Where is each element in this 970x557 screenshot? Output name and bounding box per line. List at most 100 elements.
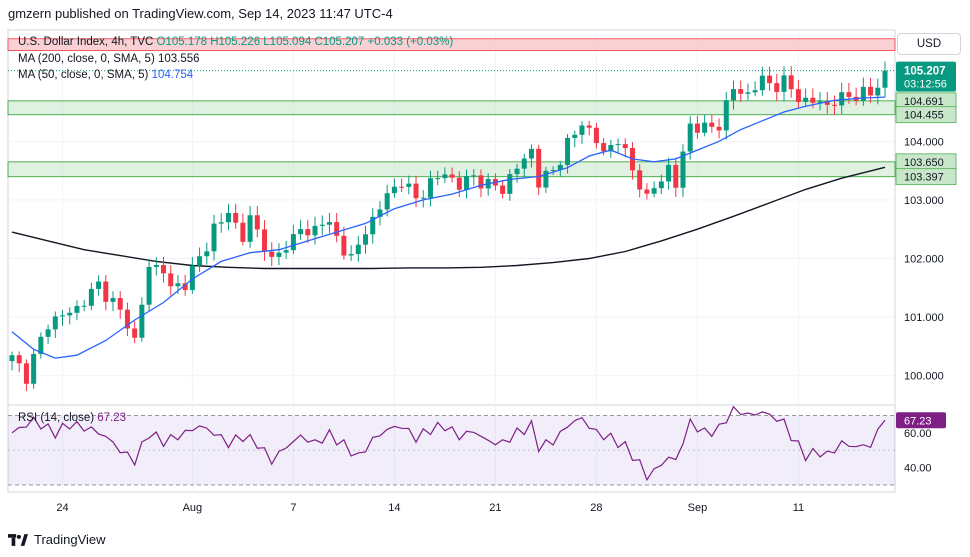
candle-body bbox=[45, 329, 51, 337]
candle-body bbox=[355, 244, 361, 255]
candle-body bbox=[738, 89, 744, 94]
candle-body bbox=[189, 265, 195, 291]
rsi-value: 67.23 bbox=[97, 412, 127, 424]
candle-body bbox=[745, 92, 751, 94]
zones bbox=[7, 38, 896, 178]
candle-body bbox=[233, 213, 239, 223]
level-tag-label: 103.397 bbox=[904, 172, 944, 184]
candle-body bbox=[305, 229, 311, 236]
candle-body bbox=[586, 125, 592, 128]
legend-ma50-row[interactable]: MA (50, close, 0, SMA, 5) 104.754 bbox=[18, 69, 193, 81]
price-tags: 104.691 104.455 103.650 103.397 105.20703:12… bbox=[895, 61, 957, 429]
candle-body bbox=[9, 355, 15, 362]
ma50-line bbox=[11, 96, 886, 359]
price-tick-label: 100.000 bbox=[904, 371, 944, 383]
currency-button[interactable]: USD bbox=[897, 33, 961, 55]
rsi-panel bbox=[8, 405, 895, 486]
candle-body bbox=[442, 174, 448, 179]
support-zone bbox=[7, 161, 896, 178]
countdown-label: 03:12:56 bbox=[904, 79, 947, 91]
candle-body bbox=[860, 86, 866, 101]
axes: 104.000 103.000 102.000 101.000 100.000 60.00… bbox=[56, 136, 943, 514]
candle-body bbox=[723, 100, 729, 131]
level-tag-bg bbox=[895, 168, 957, 186]
candle-body bbox=[521, 158, 527, 169]
level-tag-label: 104.691 bbox=[904, 96, 944, 108]
candle-body bbox=[449, 174, 455, 178]
candle-body bbox=[391, 186, 397, 194]
symbol-title[interactable]: U.S. Dollar Index, 4h, TVC bbox=[18, 36, 154, 48]
candle-body bbox=[60, 315, 66, 317]
candle-body bbox=[572, 134, 578, 138]
candle-body bbox=[117, 298, 123, 310]
candle-body bbox=[435, 178, 441, 180]
candle-body bbox=[687, 123, 693, 152]
candle-body bbox=[781, 75, 787, 92]
legend-title-row: U.S. Dollar Index, 4h, TVC O105.178 H105… bbox=[18, 36, 453, 48]
candle-body bbox=[363, 234, 369, 245]
candle-body bbox=[197, 256, 203, 266]
price-tick-label: 102.000 bbox=[904, 254, 944, 266]
candle-body bbox=[146, 266, 152, 305]
candle-body bbox=[846, 92, 852, 97]
candle-body bbox=[464, 176, 470, 190]
candle-body bbox=[168, 273, 174, 287]
candle-body bbox=[543, 170, 549, 188]
candle-body bbox=[875, 87, 881, 96]
ohlc-values: O105.178 H105.226 L105.094 C105.207 +0.0… bbox=[156, 36, 454, 48]
candle-body bbox=[500, 185, 506, 194]
candle-body bbox=[124, 309, 130, 329]
candle-body bbox=[88, 288, 94, 306]
candle-body bbox=[593, 127, 599, 144]
rsi-line bbox=[11, 405, 886, 482]
price-tick-label: 103.000 bbox=[904, 195, 944, 207]
level-tag-label: 103.650 bbox=[904, 157, 944, 169]
candle-body bbox=[23, 363, 29, 384]
level-tag-bg bbox=[895, 106, 957, 124]
candle-body bbox=[824, 101, 830, 105]
ma50-value: 104.754 bbox=[151, 69, 194, 81]
candle-body bbox=[31, 353, 37, 384]
tradingview-logo-icon bbox=[8, 533, 28, 546]
last-price-tag-bg bbox=[896, 61, 956, 92]
ma200-value: 103.556 bbox=[157, 53, 200, 65]
ma200-line bbox=[11, 166, 886, 270]
candle-body bbox=[702, 122, 708, 133]
candle-body bbox=[298, 229, 304, 235]
candle-body bbox=[803, 97, 809, 102]
footer-brand[interactable]: TradingView bbox=[8, 532, 106, 547]
candle-body bbox=[666, 164, 672, 182]
candle-body bbox=[420, 197, 426, 199]
candle-body bbox=[225, 213, 231, 223]
price-tick-label: 101.000 bbox=[904, 312, 944, 324]
candle-body bbox=[514, 168, 520, 175]
candle-body bbox=[622, 144, 628, 149]
candle-body bbox=[341, 235, 347, 256]
candle-body bbox=[759, 75, 765, 91]
level-tag-label: 104.455 bbox=[904, 110, 944, 122]
publisher-header: gmzern published on TradingView.com, Sep… bbox=[8, 6, 393, 21]
candle-body bbox=[326, 222, 332, 225]
candle-body bbox=[868, 86, 874, 96]
candle-body bbox=[716, 126, 722, 131]
candle-body bbox=[615, 144, 621, 146]
candle-body bbox=[370, 216, 376, 235]
legend-rsi-row[interactable]: RSI (14, close) 67.23 bbox=[18, 412, 126, 424]
candle-body bbox=[283, 250, 289, 253]
candle-body bbox=[478, 175, 484, 189]
rsi-tick-label: 40.00 bbox=[904, 463, 932, 475]
candle-body bbox=[377, 209, 383, 217]
candle-body bbox=[81, 305, 87, 307]
candle-body bbox=[334, 222, 340, 236]
rsi-label: RSI (14, close) bbox=[18, 412, 95, 424]
candle-body bbox=[810, 97, 816, 103]
legend-ma200-row[interactable]: MA (200, close, 0, SMA, 5) 103.556 bbox=[18, 53, 200, 65]
last-price-label: 105.207 bbox=[904, 66, 946, 78]
candle-body bbox=[38, 336, 44, 354]
candle-body bbox=[795, 89, 801, 102]
candle-body bbox=[507, 174, 513, 194]
time-tick-label: 21 bbox=[489, 502, 501, 514]
time-tick-label: 28 bbox=[590, 502, 602, 514]
candle-body bbox=[882, 70, 888, 88]
candle-body bbox=[658, 181, 664, 189]
